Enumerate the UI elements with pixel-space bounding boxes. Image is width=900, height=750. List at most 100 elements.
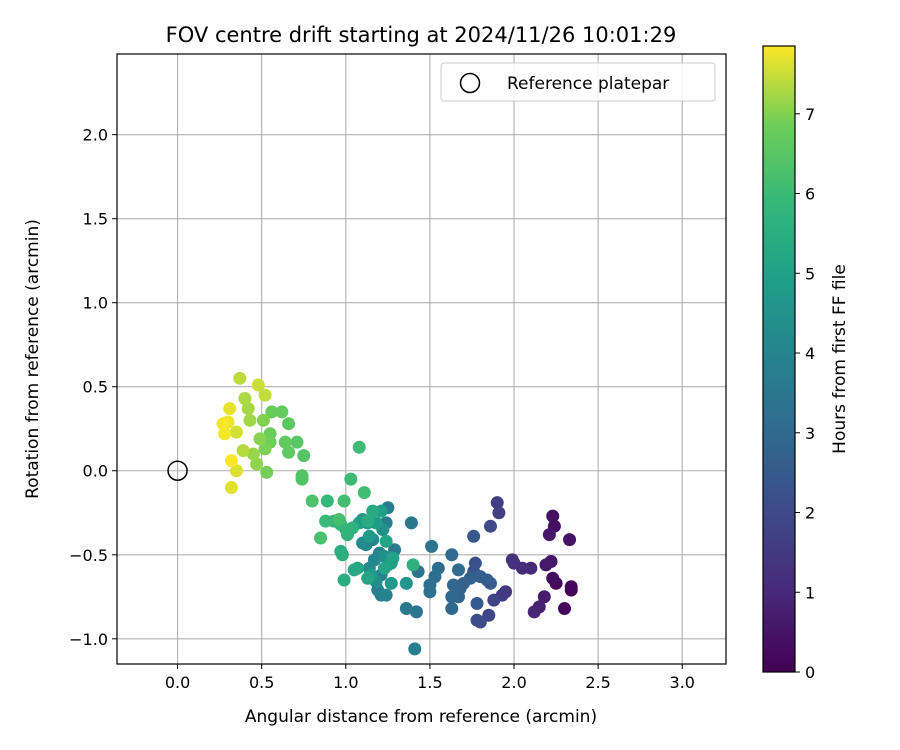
data-point xyxy=(319,514,333,528)
data-point xyxy=(409,605,423,619)
data-point xyxy=(445,602,459,616)
data-point xyxy=(546,571,560,585)
y-tick-label: 0.5 xyxy=(83,378,108,397)
data-point xyxy=(408,642,422,656)
data-point xyxy=(452,563,466,577)
legend-entry-label: Reference platepar xyxy=(507,74,669,94)
data-point xyxy=(224,481,238,495)
x-axis-label: Angular distance from reference (arcmin) xyxy=(245,707,597,727)
data-point xyxy=(218,427,232,441)
y-tick-label: −0.5 xyxy=(69,546,108,565)
data-point xyxy=(483,519,497,533)
x-tick-label: 2.0 xyxy=(501,673,526,692)
colorbar-ticks: 0 1 2 3 4 5 6 7 xyxy=(795,105,815,682)
legend-box xyxy=(440,62,716,102)
data-point xyxy=(337,573,351,587)
data-point xyxy=(539,558,553,572)
data-point xyxy=(241,402,255,416)
data-point xyxy=(470,597,484,611)
reference-platepar-marker xyxy=(167,460,188,481)
data-point xyxy=(505,553,519,567)
data-point xyxy=(233,371,247,385)
legend-marker-icon xyxy=(459,72,481,94)
y-tick-label: −1.0 xyxy=(69,630,108,649)
data-point xyxy=(564,580,578,594)
y-axis: −1.0 −0.5 0.0 0.5 1.0 1.5 2.0 xyxy=(69,126,117,649)
data-point xyxy=(243,413,257,427)
colorbar-tick-label: 4 xyxy=(805,344,815,363)
data-points xyxy=(216,371,578,656)
colorbar-tick-label: 5 xyxy=(805,264,815,283)
y-tick-label: 1.0 xyxy=(83,294,108,313)
data-point xyxy=(399,576,413,590)
colorbar-tick-label: 3 xyxy=(805,424,815,443)
data-point xyxy=(445,590,459,604)
y-tick-label: 1.5 xyxy=(83,210,108,229)
data-point xyxy=(483,576,497,590)
colorbar-tick-label: 1 xyxy=(805,583,815,602)
data-point xyxy=(379,534,393,548)
data-point xyxy=(251,378,265,392)
data-point xyxy=(224,454,238,468)
data-point xyxy=(467,529,481,543)
data-point xyxy=(334,544,348,558)
data-point xyxy=(527,605,541,619)
plot-frame xyxy=(116,53,727,665)
data-point xyxy=(563,533,577,547)
data-point xyxy=(229,425,243,439)
data-point xyxy=(256,413,270,427)
data-point xyxy=(404,516,418,530)
data-point xyxy=(362,529,376,543)
data-point xyxy=(379,588,393,602)
data-point xyxy=(260,465,274,479)
y-tick-label: 2.0 xyxy=(83,126,108,145)
data-point xyxy=(423,585,437,599)
data-point xyxy=(282,417,296,431)
data-point xyxy=(344,472,358,486)
data-point xyxy=(297,449,311,463)
data-point xyxy=(314,531,328,545)
data-point xyxy=(216,417,230,431)
data-point xyxy=(537,590,551,604)
data-point xyxy=(487,593,501,607)
data-point xyxy=(337,494,351,508)
data-point xyxy=(229,464,243,478)
data-point xyxy=(258,388,272,402)
data-point xyxy=(366,504,380,518)
data-point xyxy=(332,512,346,526)
data-point xyxy=(253,432,267,446)
data-point xyxy=(361,514,375,528)
colorbar-tick-label: 2 xyxy=(805,504,815,523)
data-point xyxy=(320,494,334,508)
data-point xyxy=(238,391,252,405)
colorbar-label: Hours from first FF file xyxy=(830,264,850,454)
data-point xyxy=(445,548,459,562)
data-point xyxy=(223,402,237,416)
data-point xyxy=(542,528,556,542)
data-point xyxy=(347,563,361,577)
x-tick-label: 3.0 xyxy=(670,673,695,692)
colorbar-tick-label: 7 xyxy=(805,105,815,124)
data-point xyxy=(295,469,309,483)
data-point xyxy=(557,602,571,616)
data-point xyxy=(425,539,439,553)
data-point xyxy=(386,551,400,565)
data-point xyxy=(399,602,413,616)
data-point xyxy=(546,509,560,523)
data-point xyxy=(282,445,296,459)
data-point xyxy=(250,457,264,471)
data-point xyxy=(278,435,292,449)
data-point xyxy=(473,570,487,584)
data-point xyxy=(470,613,484,627)
colorbar-tick-label: 6 xyxy=(805,185,815,204)
chart-title: FOV centre drift starting at 2024/11/26 … xyxy=(166,23,677,47)
data-point xyxy=(492,506,506,520)
y-axis-label: Rotation from reference (arcmin) xyxy=(23,219,43,499)
data-point xyxy=(490,496,504,510)
y-tick-label: 0.0 xyxy=(83,462,108,481)
colorbar-tick-label: 0 xyxy=(805,663,815,682)
data-point xyxy=(384,576,398,590)
data-point xyxy=(305,494,319,508)
x-tick-label: 0.0 xyxy=(165,673,190,692)
